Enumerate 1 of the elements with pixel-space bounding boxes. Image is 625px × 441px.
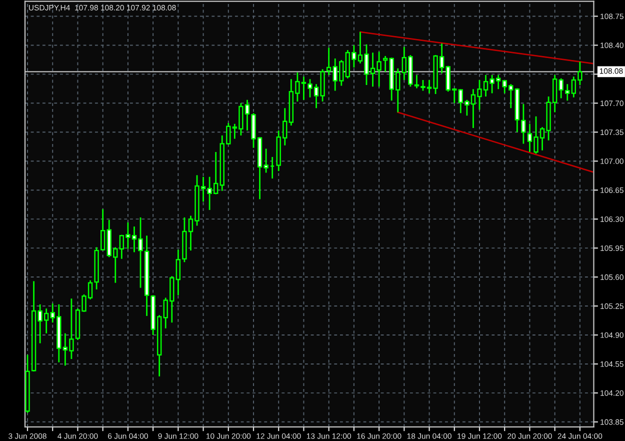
candlestick [382,55,388,72]
